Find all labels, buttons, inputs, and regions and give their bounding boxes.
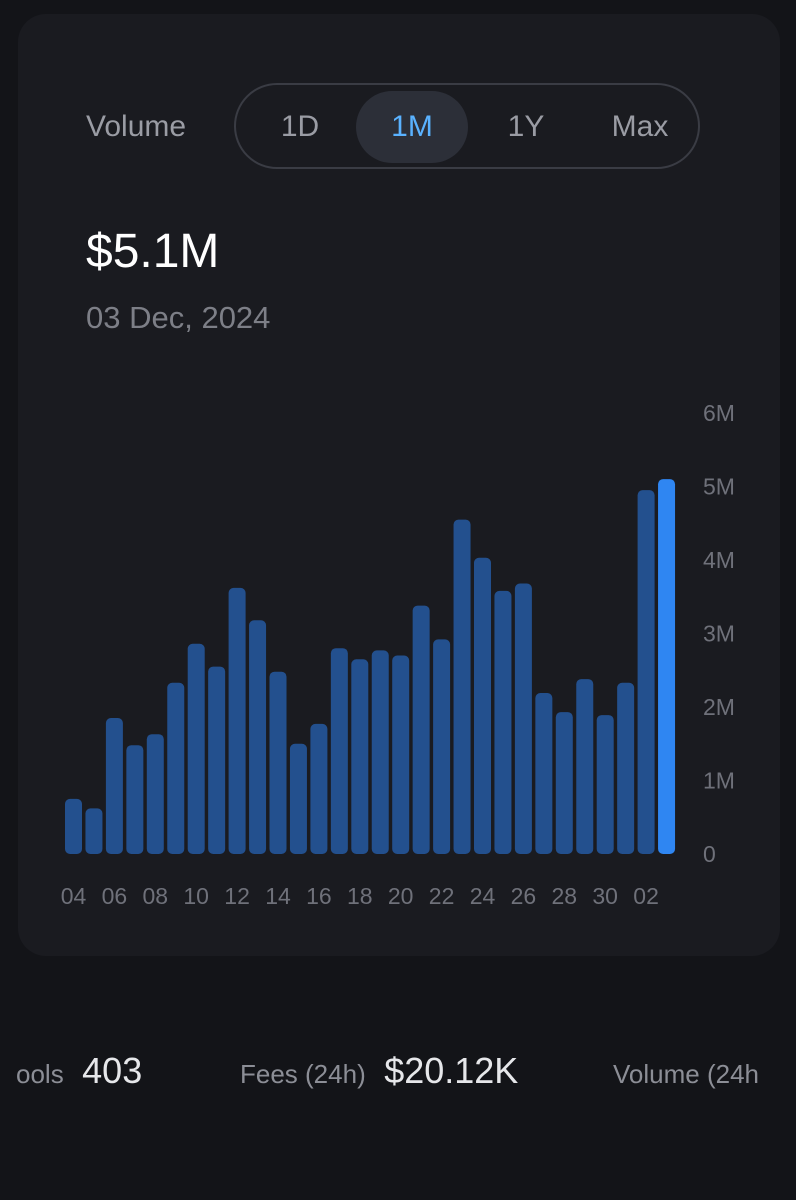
bar-28[interactable] [555, 712, 573, 854]
bar-07[interactable] [126, 745, 144, 854]
range-selector: 1D 1M 1Y Max [234, 83, 700, 169]
bar-27[interactable] [535, 693, 553, 854]
stat-fees-value: $20.12K [384, 1050, 519, 1091]
x-tick-label: 14 [265, 883, 291, 909]
bar-17[interactable] [330, 648, 348, 854]
bar-08[interactable] [146, 734, 164, 854]
bar-25[interactable] [494, 590, 512, 854]
stats-strip[interactable]: ools 403 Fees (24h) $20.12K Volume (24h [0, 1050, 796, 1120]
bar-30[interactable] [596, 715, 614, 854]
x-tick-label: 10 [183, 883, 209, 909]
stat-volume: Volume (24h [613, 1050, 759, 1092]
x-tick-label: 28 [552, 883, 578, 909]
x-tick-label: 20 [388, 883, 414, 909]
y-tick-label: 2M [703, 694, 735, 720]
bar-18[interactable] [351, 659, 369, 854]
bar-03[interactable] [658, 479, 676, 854]
bar-15[interactable] [289, 743, 307, 854]
bar-23[interactable] [453, 519, 471, 854]
selected-date: 03 Dec, 2024 [86, 300, 271, 335]
x-tick-label: 12 [224, 883, 250, 909]
x-tick-label: 24 [470, 883, 496, 909]
bar-19[interactable] [371, 650, 389, 854]
y-tick-label: 3M [703, 621, 735, 647]
bar-06[interactable] [105, 718, 123, 854]
bar-04[interactable] [65, 798, 82, 854]
x-tick-label: 26 [511, 883, 537, 909]
x-tick-label: 04 [61, 883, 87, 909]
bar-02[interactable] [637, 490, 655, 854]
bar-24[interactable] [474, 557, 491, 854]
bar-26[interactable] [514, 583, 532, 854]
y-tick-label: 0 [703, 841, 716, 867]
x-tick-label: 30 [592, 883, 618, 909]
x-tick-label: 02 [633, 883, 659, 909]
y-tick-label: 6M [703, 400, 735, 426]
bar-09[interactable] [167, 682, 185, 854]
bar-01[interactable] [617, 682, 635, 854]
stat-fees-label: Fees (24h) [240, 1059, 366, 1089]
bar-21[interactable] [412, 605, 430, 854]
selected-volume-value: $5.1M [86, 225, 220, 278]
stat-pools-value: 403 [82, 1050, 143, 1091]
stat-pools: ools 403 [16, 1050, 142, 1092]
range-max-button[interactable]: Max [611, 110, 669, 143]
bar-29[interactable] [576, 679, 594, 854]
range-1y-button[interactable]: 1Y [507, 110, 545, 143]
bar-22[interactable] [433, 639, 451, 854]
stat-volume-label: Volume (24h [613, 1059, 759, 1089]
volume-label: Volume [86, 110, 187, 143]
bar-05[interactable] [85, 808, 103, 854]
y-tick-label: 5M [703, 474, 735, 500]
bar-14[interactable] [269, 671, 287, 854]
x-tick-label: 16 [306, 883, 332, 909]
stat-pools-label: ools [16, 1059, 64, 1089]
volume-bar-chart[interactable]: 0 1M 2M 3M 4M 5M 6M 04 06 08 10 12 14 16 18 20 22 24 26 28 3… [0, 380, 796, 940]
bar-11[interactable] [208, 666, 226, 854]
x-tick-label: 08 [143, 883, 169, 909]
bar-12[interactable] [228, 587, 246, 854]
bar-20[interactable] [392, 655, 410, 854]
x-tick-label: 22 [429, 883, 455, 909]
range-1d-button[interactable]: 1D [280, 110, 320, 143]
range-1m-button[interactable]: 1M [356, 91, 468, 163]
bar-16[interactable] [310, 723, 328, 854]
bar-13[interactable] [249, 620, 267, 854]
x-tick-label: 18 [347, 883, 373, 909]
stat-fees: Fees (24h) $20.12K [240, 1050, 518, 1092]
y-tick-label: 1M [703, 768, 735, 794]
y-tick-label: 4M [703, 547, 735, 573]
bar-10[interactable] [187, 643, 205, 854]
x-tick-label: 06 [102, 883, 128, 909]
